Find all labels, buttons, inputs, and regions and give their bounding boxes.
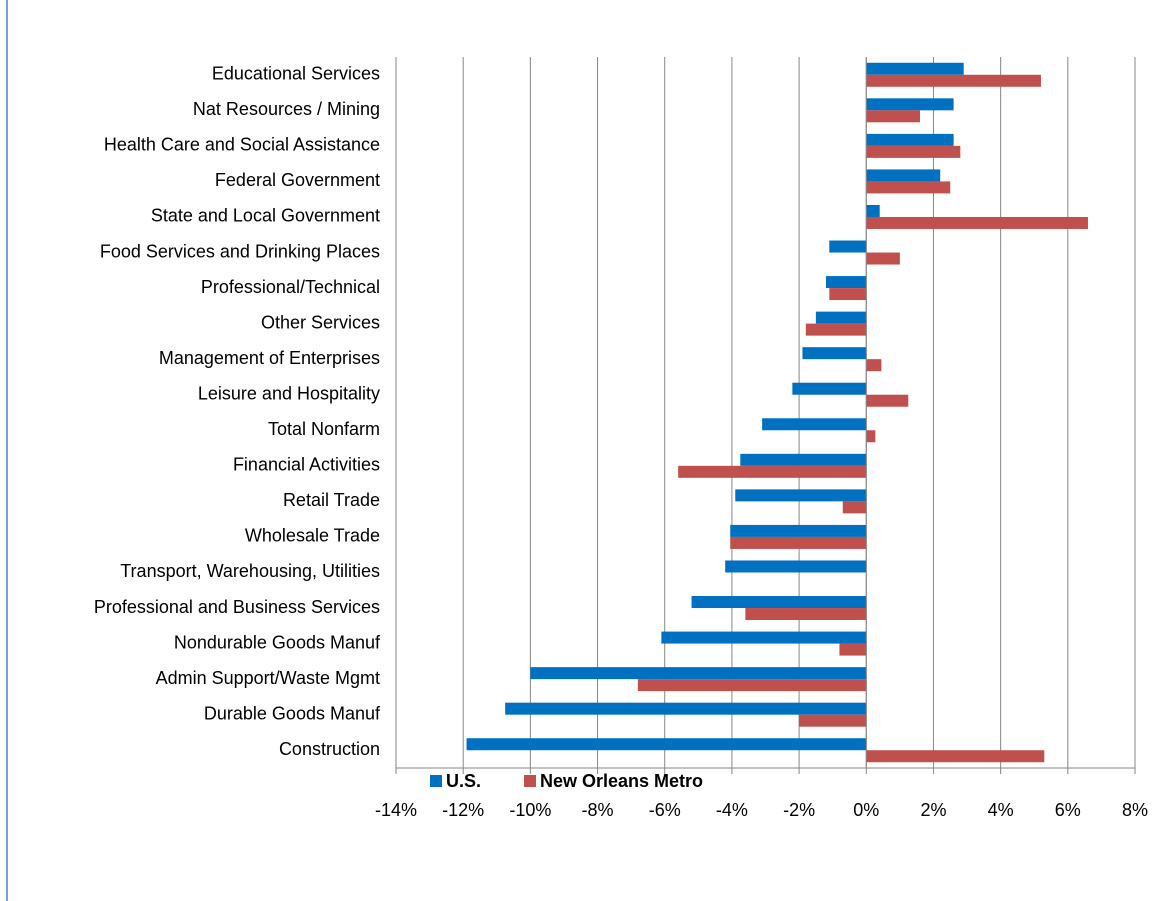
x-tick-label: -8%	[582, 800, 614, 820]
y-tick-label: Professional/Technical	[201, 277, 380, 297]
y-tick-label: Total Nonfarm	[268, 419, 380, 439]
y-tick-label: Other Services	[261, 312, 380, 332]
bar	[829, 288, 867, 301]
bar	[691, 596, 867, 609]
y-tick-label: Nat Resources / Mining	[193, 99, 380, 119]
y-tick-label: Financial Activities	[233, 455, 380, 475]
y-tick-label: Wholesale Trade	[245, 526, 380, 546]
x-tick-label: -6%	[649, 800, 681, 820]
bar	[637, 679, 867, 692]
bar	[735, 489, 867, 502]
x-tick-label: -4%	[716, 800, 748, 820]
bar	[839, 643, 867, 656]
bar	[740, 453, 867, 466]
bar	[866, 359, 882, 372]
bar	[762, 418, 867, 431]
x-tick-label: -12%	[442, 800, 484, 820]
bar	[730, 524, 867, 537]
bar	[661, 631, 867, 644]
y-tick-label: Food Services and Drinking Places	[100, 241, 380, 261]
bar	[866, 750, 1045, 763]
bar	[725, 560, 867, 573]
x-tick-label: 8%	[1122, 800, 1148, 820]
bar	[866, 252, 900, 265]
x-tick-label: 0%	[853, 800, 879, 820]
x-tick-label: 4%	[988, 800, 1014, 820]
bar	[866, 169, 941, 182]
y-tick-label: Retail Trade	[283, 490, 380, 510]
y-tick-label: Educational Services	[212, 64, 380, 84]
legend-swatch	[524, 775, 536, 787]
bar	[505, 702, 867, 715]
bar	[866, 74, 1041, 87]
y-tick-label: Durable Goods Manuf	[204, 703, 381, 723]
y-tick-label: Health Care and Social Assistance	[104, 135, 380, 155]
x-tick-label: -10%	[509, 800, 551, 820]
y-tick-label: Nondurable Goods Manuf	[174, 632, 381, 652]
legend-label: U.S.	[446, 771, 481, 791]
x-tick-label: -14%	[375, 800, 417, 820]
x-tick-label: 6%	[1055, 800, 1081, 820]
bar	[825, 276, 867, 289]
y-tick-label: Transport, Warehousing, Utilities	[120, 561, 380, 581]
bar	[678, 465, 867, 478]
bar	[866, 181, 951, 194]
y-tick-label: Federal Government	[215, 170, 380, 190]
bar	[799, 714, 867, 727]
y-tick-label: Admin Support/Waste Mgmt	[156, 668, 380, 688]
y-tick-label: Leisure and Hospitality	[198, 383, 380, 403]
bar	[866, 216, 1088, 229]
bar	[730, 536, 867, 549]
bar	[866, 145, 961, 158]
x-tick-label: -2%	[783, 800, 815, 820]
bar	[866, 62, 964, 75]
bar	[530, 667, 867, 680]
bar	[815, 311, 867, 324]
bar	[866, 394, 909, 407]
bar	[829, 240, 867, 253]
bar	[866, 110, 921, 123]
legend-swatch	[430, 775, 442, 787]
bar	[745, 608, 867, 621]
bar	[866, 98, 954, 111]
x-tick-label: 2%	[920, 800, 946, 820]
y-tick-label: Construction	[279, 739, 380, 759]
y-tick-label: State and Local Government	[151, 206, 380, 226]
bar	[866, 430, 876, 443]
bar	[802, 347, 867, 360]
y-tick-label: Professional and Business Services	[94, 597, 380, 617]
bar	[842, 501, 867, 514]
bar	[866, 133, 954, 146]
legend-label: New Orleans Metro	[540, 771, 703, 791]
bar	[792, 382, 867, 395]
bar	[805, 323, 867, 336]
bar	[866, 204, 880, 217]
y-tick-label: Management of Enterprises	[159, 348, 380, 368]
bar	[466, 738, 867, 751]
